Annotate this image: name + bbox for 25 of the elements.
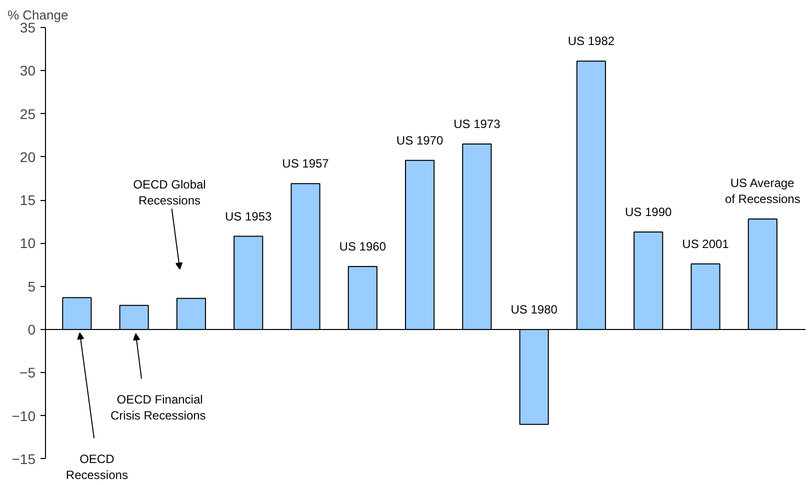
y-tick-label: 5 [28,278,36,294]
x-tick-label: US 1982 [568,34,615,48]
y-tick-label: 15 [20,192,36,208]
x-tick-label: OECD Global Recessions [133,178,206,208]
y-tick-label: 20 [20,148,36,165]
x-tick-label: US 1973 [454,117,501,132]
x-tick-label: OECD Financial Crisis Recessions [110,392,206,423]
x-tick-label: US 1957 [282,156,330,171]
y-tick-label: 10 [20,235,36,252]
x-tick-label: US 2001 [682,236,730,251]
x-tick-label: US 1990 [625,205,672,220]
x-tick-label: US 1953 [225,209,272,224]
x-tick-label: US 1970 [396,133,444,148]
x-tick-label: US Average of Recessions [724,176,800,206]
x-tick-label: OECD Recessions [66,452,128,482]
y-tick-label: 30 [20,62,36,79]
y-tick-label: 25 [20,106,36,122]
y-axis-title: % Change [8,8,68,22]
y-tick-label: −5 [20,364,36,381]
y-tick-label: −10 [12,408,36,424]
y-tick-label: 35 [20,20,36,36]
y-tick-label: 0 [28,322,36,338]
x-tick-label: US 1980 [510,302,558,317]
y-tick-label: −15 [12,450,36,467]
x-tick-label: US 1960 [339,240,386,254]
